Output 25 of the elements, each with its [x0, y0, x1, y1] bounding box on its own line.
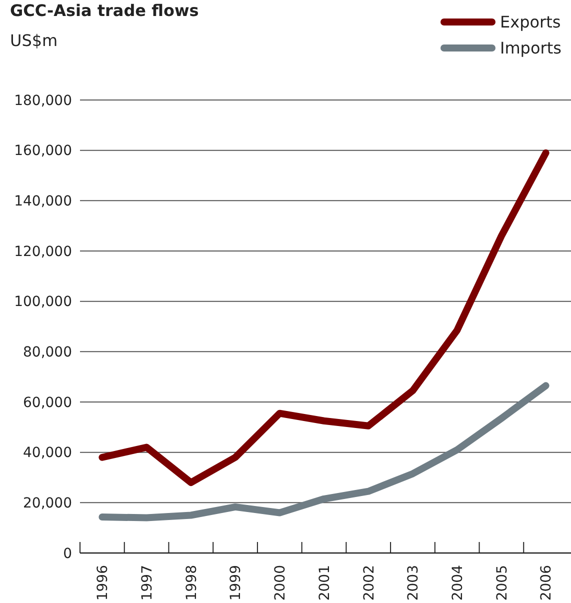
x-tick-label: 2001 [316, 565, 333, 601]
y-tick-label: 180,000 [14, 92, 72, 109]
x-tick-label: 2000 [272, 565, 289, 601]
x-tick-label: 2006 [538, 564, 555, 601]
legend-label: Exports [500, 12, 561, 32]
x-tick-label: 1996 [95, 564, 112, 601]
x-tick-label: 1999 [228, 565, 244, 601]
x-tick-label: 2003 [406, 565, 422, 601]
legend-label: Imports [500, 38, 562, 58]
y-tick-label: 100,000 [14, 294, 72, 310]
x-tick-label: 2004 [450, 564, 466, 601]
x-tick-label: 2002 [361, 565, 378, 601]
y-tick-label: 120,000 [14, 244, 72, 260]
y-tick-label: 160,000 [14, 143, 72, 160]
y-tick-label: 80,000 [23, 344, 72, 361]
y-tick-label: 0 [63, 546, 72, 562]
x-tick-label: 1998 [184, 565, 200, 601]
chart-title: GCC-Asia trade flows [10, 1, 199, 20]
x-tick-label: 2005 [494, 565, 510, 601]
y-tick-label: 40,000 [23, 445, 72, 462]
x-tick-label: 1997 [139, 565, 156, 601]
y-tick-label: 140,000 [14, 194, 72, 210]
y-tick-label: 60,000 [23, 394, 72, 411]
y-axis-title: US$m [10, 31, 58, 50]
y-tick-label: 20,000 [23, 496, 72, 512]
